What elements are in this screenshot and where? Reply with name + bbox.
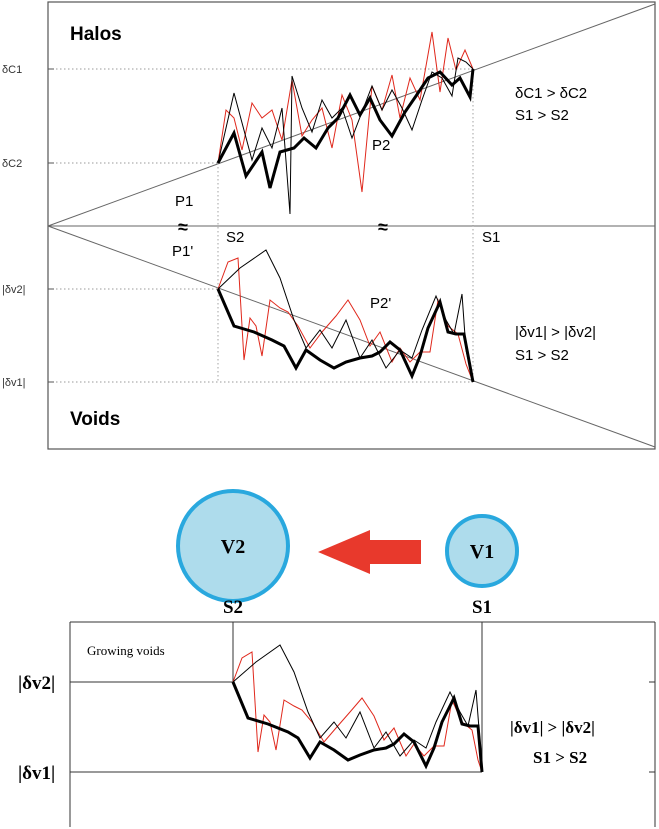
break-mark-right: ≈: [378, 217, 388, 237]
label-s1-top: S1: [482, 229, 500, 246]
bottom-walk-red: [233, 652, 482, 772]
void-condition-1: |δv1| > |δv2|: [515, 324, 596, 341]
bottom-y-label-dv1: |δv1|: [18, 763, 55, 784]
growth-arrow-icon: [318, 530, 421, 574]
void-condition-2: S1 > S2: [515, 347, 569, 364]
top-panel: ≈ ≈ Halos Voids δC1 δC2 |δv2| |δv1| P1 P…: [2, 2, 655, 449]
voids-label: Voids: [70, 409, 120, 430]
break-mark-left: ≈: [178, 217, 188, 237]
y-tick-label-dc1: δC1: [2, 64, 22, 76]
bottom-walk-thick-black: [233, 682, 482, 772]
bottom-y-label-dv2: |δv2|: [18, 673, 55, 694]
halo-condition-1: δC1 > δC2: [515, 85, 587, 102]
halos-label: Halos: [70, 24, 122, 45]
label-s2-top: S2: [226, 229, 244, 246]
void-growth-illustration: V2 V1 S2 S1: [178, 491, 517, 618]
y-tick-label-dv2: |δv2|: [2, 284, 25, 296]
bottom-panel: Growing voids |δv2| |δv1| |δv1| > |δv2| …: [18, 622, 655, 827]
halo-walk-thin-black: [218, 58, 473, 214]
void-v2-label: V2: [221, 536, 245, 558]
halo-condition-2: S1 > S2: [515, 107, 569, 124]
label-p2-prime: P2': [370, 295, 391, 312]
label-p1-prime: P1': [172, 243, 193, 260]
bottom-panel-title: Growing voids: [87, 643, 165, 658]
y-tick-label-dv1: |δv1|: [2, 377, 25, 389]
bottom-condition-2: S1 > S2: [533, 748, 587, 767]
label-s1-mid: S1: [472, 597, 492, 618]
bottom-condition-1: |δv1| > |δv2|: [510, 718, 595, 737]
bottom-walk-thin-black: [233, 645, 482, 772]
void-v1-label: V1: [470, 541, 494, 563]
halo-walk-thick-black: [218, 69, 473, 188]
label-p1: P1: [175, 193, 193, 210]
label-s2-mid: S2: [223, 597, 243, 618]
label-p2: P2: [372, 137, 390, 154]
halo-walk-red: [218, 32, 473, 192]
y-tick-label-dc2: δC2: [2, 158, 22, 170]
